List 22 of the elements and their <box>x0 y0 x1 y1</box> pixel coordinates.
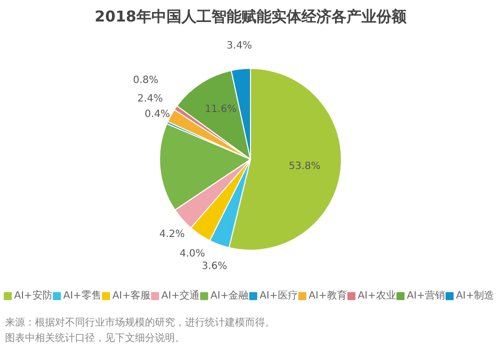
data-label: 11.6% <box>204 104 237 116</box>
legend-label: AI+制造 <box>456 290 494 302</box>
data-label: 0.8% <box>132 75 158 86</box>
legend-label: AI+教育 <box>308 290 347 302</box>
legend-label: AI+安防 <box>14 290 52 302</box>
data-label: 0.4% <box>144 109 170 120</box>
data-label: 4.0% <box>180 248 205 260</box>
text: 图表中相关统计口径，见下文细分说明。 <box>5 332 186 344</box>
legend-label: AI+交通 <box>161 290 200 302</box>
legend-label: AI+医疗 <box>260 290 298 302</box>
source-note: 来源：根据对不同行业市场规模的研究，进行统计建模而得。 <box>5 316 276 328</box>
legend-label: AI+农业 <box>358 290 396 302</box>
legend-label: AI+客服 <box>112 290 150 302</box>
data-label: 3.4% <box>226 40 252 52</box>
data-label: 53.8% <box>288 160 321 172</box>
legend-label: AI+零售 <box>63 290 102 302</box>
legend-label: AI+金融 <box>210 290 249 302</box>
legend-label: AI+营销 <box>406 290 446 302</box>
data-label: 4.2% <box>159 229 185 240</box>
data-label: 3.6% <box>202 260 228 272</box>
chart-title: 2018年中国人工智能赋能实体经济各产业份额 <box>94 8 408 26</box>
data-label: 2.4% <box>137 94 163 105</box>
